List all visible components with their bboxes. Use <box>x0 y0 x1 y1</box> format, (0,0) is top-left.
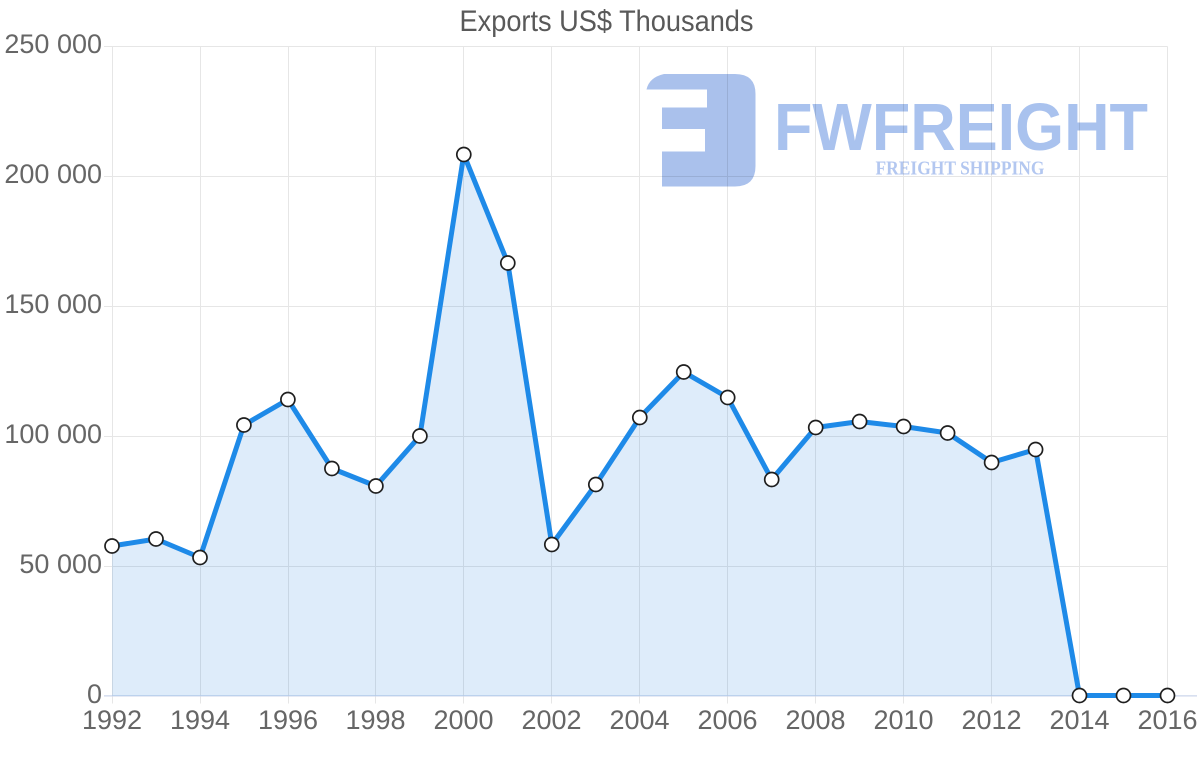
svg-text:Exports US$ Thousands: Exports US$ Thousands <box>460 5 754 38</box>
svg-text:1998: 1998 <box>345 705 405 735</box>
svg-text:2002: 2002 <box>521 705 581 735</box>
svg-text:2006: 2006 <box>697 705 757 735</box>
svg-text:2012: 2012 <box>961 705 1021 735</box>
svg-text:2004: 2004 <box>609 705 669 735</box>
svg-text:2010: 2010 <box>873 705 933 735</box>
svg-text:2014: 2014 <box>1049 705 1109 735</box>
svg-text:250 000: 250 000 <box>4 29 102 59</box>
svg-text:2008: 2008 <box>785 705 845 735</box>
svg-text:FREIGHT SHIPPING: FREIGHT SHIPPING <box>876 159 1045 180</box>
svg-text:0: 0 <box>87 679 102 709</box>
svg-text:2000: 2000 <box>433 705 493 735</box>
svg-text:50 000: 50 000 <box>19 549 102 579</box>
svg-text:200 000: 200 000 <box>4 159 102 189</box>
svg-text:FWFREIGHT: FWFREIGHT <box>774 90 1148 165</box>
svg-text:150 000: 150 000 <box>4 289 102 319</box>
svg-text:1994: 1994 <box>170 705 230 735</box>
svg-text:2016: 2016 <box>1137 705 1197 735</box>
svg-text:100 000: 100 000 <box>4 419 102 449</box>
svg-text:1996: 1996 <box>258 705 318 735</box>
svg-text:1992: 1992 <box>82 705 142 735</box>
